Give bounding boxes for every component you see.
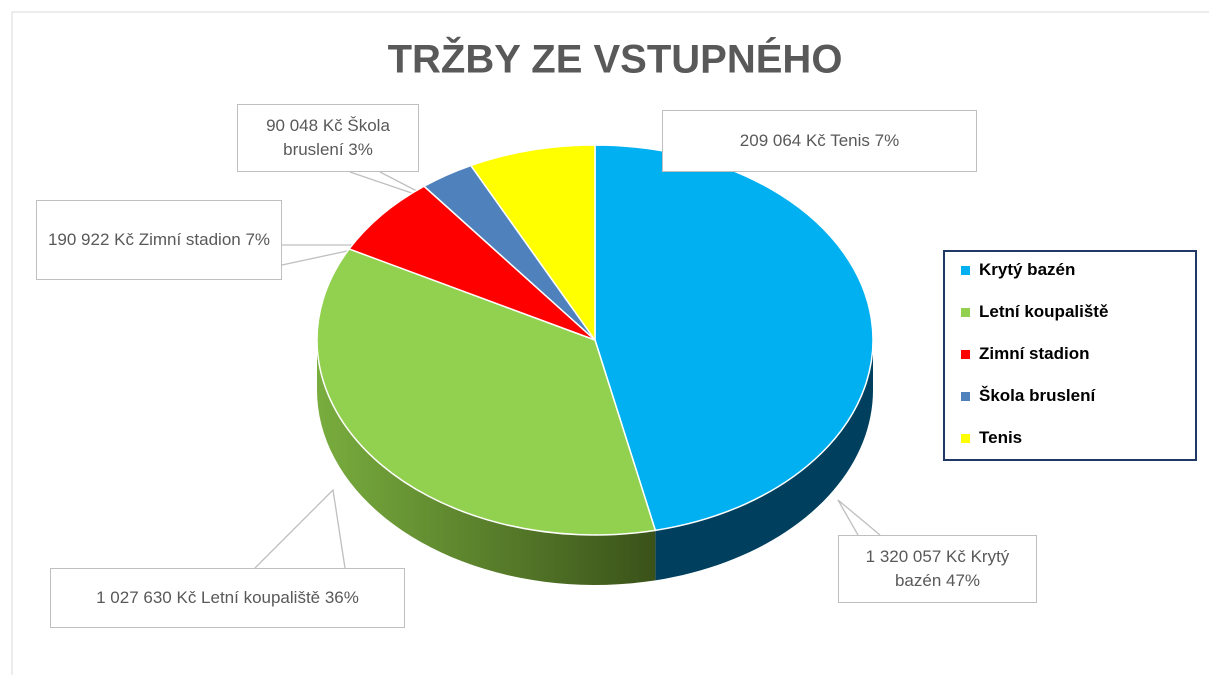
legend-item: Tenis [961,428,1022,448]
legend-item: Krytý bazén [961,260,1075,280]
legend-item: Letní koupaliště [961,302,1108,322]
data-label: 209 064 Kč Tenis 7% [662,110,977,172]
legend-swatch [961,391,970,401]
slice-side [317,340,656,585]
data-label: 1 320 057 Kč Krytý bazén 47% [838,535,1037,603]
legend-item: Zimní stadion [961,344,1090,364]
slice-side [655,340,873,581]
leader-line [837,499,881,536]
chart-title: TRŽBY ZE VSTUPNÉHO [388,36,843,82]
leader-line [254,488,346,569]
legend-label: Škola bruslení [979,386,1096,405]
data-label: 1 027 630 Kč Letní koupaliště 36% [50,568,405,628]
legend-label: Krytý bazén [979,260,1076,279]
legend-label: Tenis [979,428,1023,447]
legend-swatch [961,265,970,275]
legend-swatch [961,307,970,317]
slice [347,185,596,341]
pie [316,144,874,585]
legend-swatch [961,433,970,443]
legend-label: Letní koupaliště [979,302,1109,321]
slice [316,248,657,536]
legend-label: Zimní stadion [979,344,1090,363]
data-label: 90 048 Kč Škola bruslení 3% [237,104,419,172]
legend-item: Škola bruslení [961,386,1095,406]
data-label: 190 922 Kč Zimní stadion 7% [36,200,282,280]
slice [469,144,596,343]
legend-swatch [961,349,970,359]
legend: Krytý bazén Letní koupaliště Zimní stadion… [943,250,1197,461]
